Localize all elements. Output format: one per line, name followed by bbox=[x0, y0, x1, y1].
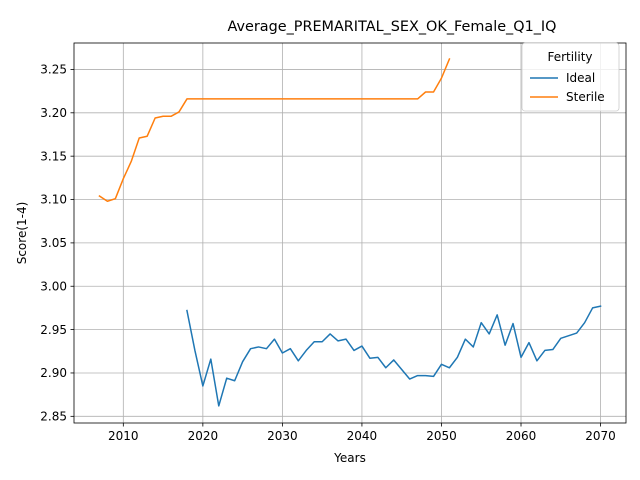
legend-title: Fertility bbox=[547, 50, 592, 64]
series-line-sterile bbox=[98, 58, 451, 203]
y-axis: 2.85 2.90 2.95 3.00 3.05 3.10 3.15 3.20 3.25 bbox=[40, 63, 74, 424]
x-tick-label: 2040 bbox=[347, 429, 378, 443]
y-tick-label: 3.05 bbox=[40, 236, 67, 250]
series-line-ideal bbox=[186, 305, 602, 407]
x-tick-label: 2050 bbox=[426, 429, 457, 443]
x-axis: 2010 2020 2030 2040 2050 2060 2070 bbox=[108, 423, 616, 443]
y-tick-label: 3.00 bbox=[40, 279, 67, 293]
y-tick-label: 2.90 bbox=[40, 366, 67, 380]
x-tick-label: 2030 bbox=[267, 429, 298, 443]
y-tick-label: 3.15 bbox=[40, 149, 67, 163]
legend-label-ideal: Ideal bbox=[566, 71, 595, 85]
legend-box bbox=[521, 42, 620, 112]
y-tick-label: 2.95 bbox=[40, 323, 67, 337]
legend-label-sterile: Sterile bbox=[566, 90, 605, 104]
y-tick-label: 3.10 bbox=[40, 193, 67, 207]
x-tick-label: 2020 bbox=[188, 429, 219, 443]
legend: Fertility Ideal Sterile bbox=[521, 42, 620, 112]
x-tick-label: 2060 bbox=[506, 429, 537, 443]
series-lines bbox=[98, 58, 602, 407]
plot-frame bbox=[73, 42, 627, 424]
chart-title: Average_PREMARITAL_SEX_OK_Female_Q1_IQ bbox=[227, 19, 556, 35]
y-tick-label: 3.20 bbox=[40, 106, 67, 120]
y-axis-label: Score(1-4) bbox=[15, 202, 29, 265]
grid-lines bbox=[74, 43, 626, 423]
x-axis-label: Years bbox=[333, 451, 366, 465]
x-tick-label: 2010 bbox=[108, 429, 139, 443]
y-tick-label: 2.85 bbox=[40, 410, 67, 424]
y-tick-label: 3.25 bbox=[40, 63, 67, 77]
x-tick-label: 2070 bbox=[585, 429, 616, 443]
